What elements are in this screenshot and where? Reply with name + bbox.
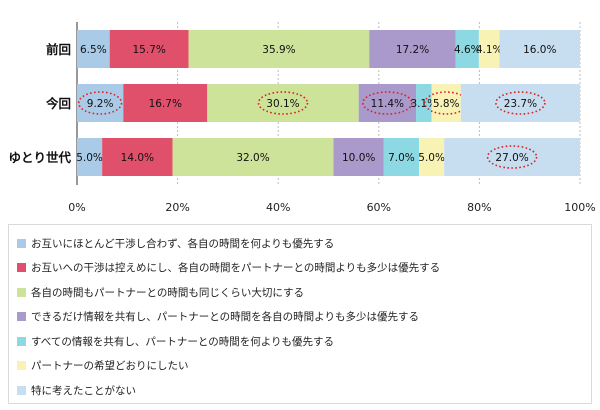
legend: お互いにほとんど干渉し合わず、各自の時間を何よりも優先するお互いへの干渉は控えめ… (8, 224, 592, 404)
bar-segment (109, 30, 189, 68)
legend-swatch (17, 361, 26, 371)
bar-segment (369, 30, 456, 68)
category-label: ゆとり世代 (8, 150, 71, 165)
bar-segment (172, 138, 334, 176)
legend-label: お互いにほとんど干渉し合わず、各自の時間を何よりも優先する (31, 237, 335, 250)
legend-item: 各自の時間もパートナーとの時間も同じくらい大切にする (17, 280, 583, 305)
bar-segment (123, 84, 208, 122)
highlight-ring (77, 91, 123, 115)
bar-segment (460, 84, 580, 122)
data-label: 17.2% (396, 44, 429, 56)
bar-segment (431, 84, 461, 122)
data-label: 9.2% (87, 98, 114, 110)
bar-segment (333, 138, 384, 176)
highlight-ring (495, 91, 546, 115)
legend-label: できるだけ情報を共有し、パートナーとの時間を各自の時間よりも多少は優先する (31, 311, 419, 324)
x-tick-label: 40% (266, 201, 290, 214)
legend-swatch (17, 238, 26, 248)
highlight-ring (257, 91, 309, 115)
data-label: 7.0% (388, 152, 415, 164)
category-label: 今回 (45, 96, 71, 111)
legend-item: お互いにほとんど干渉し合わず、各自の時間を何よりも優先する (17, 231, 583, 256)
data-label: 14.0% (121, 152, 154, 164)
legend-item: パートナーの希望どおりにしたい (17, 354, 583, 379)
bar-segment (499, 30, 580, 68)
bar-segment (416, 84, 432, 122)
bar-segment (455, 30, 479, 68)
data-label: 15.7% (133, 44, 166, 56)
data-label: 35.9% (262, 44, 295, 56)
highlight-ring (486, 145, 538, 169)
legend-swatch (17, 287, 26, 297)
data-label: 16.0% (523, 44, 556, 56)
x-tick-label: 0% (68, 201, 85, 214)
legend-label: すべての情報を共有し、パートナーとの時間を何よりも優先する (31, 335, 335, 348)
data-label: 32.0% (236, 152, 269, 164)
legend-item: できるだけ情報を共有し、パートナーとの時間を各自の時間よりも多少は優先する (17, 305, 583, 330)
bar-segment (102, 138, 173, 176)
category-label: 前回 (46, 42, 71, 57)
legend-label: 各自の時間もパートナーとの時間も同じくらい大切にする (31, 286, 304, 299)
data-label: 11.4% (371, 98, 404, 110)
data-label: 5.0% (76, 152, 103, 164)
bar-segment (478, 30, 500, 68)
legend-item: お互いへの干渉は控えめにし、各自の時間をパートナーとの時間よりも多少は優先する (17, 256, 583, 281)
data-label: 16.7% (149, 98, 182, 110)
data-label: 6.5% (80, 44, 107, 56)
legend-label: 特に考えたことがない (31, 384, 136, 397)
data-label: 5.8% (433, 98, 460, 110)
data-label: 30.1% (266, 98, 299, 110)
legend-item: すべての情報を共有し、パートナーとの時間を何よりも優先する (17, 329, 583, 354)
bar-segment (188, 30, 370, 68)
data-label: 3.1% (410, 98, 437, 110)
highlight-ring (362, 91, 413, 115)
bar-segment (358, 84, 417, 122)
data-label: 4.6% (454, 44, 481, 56)
bar-segment (77, 30, 110, 68)
data-label: 5.0% (418, 152, 445, 164)
legend-swatch (17, 263, 26, 273)
data-label: 10.0% (342, 152, 375, 164)
data-label: 4.1% (476, 44, 503, 56)
legend-swatch (17, 312, 26, 322)
legend-item: 特に考えたことがない (17, 378, 583, 403)
legend-label: お互いへの干渉は控えめにし、各自の時間をパートナーとの時間よりも多少は優先する (31, 262, 441, 275)
x-tick-label: 80% (467, 201, 491, 214)
bar-segment (77, 84, 124, 122)
x-tick-label: 20% (165, 201, 189, 214)
data-label: 27.0% (495, 152, 528, 164)
legend-swatch (17, 385, 26, 395)
bar-segment (444, 138, 580, 176)
bar-segment (207, 84, 359, 122)
legend-label: パートナーの希望どおりにしたい (31, 360, 189, 373)
data-label: 23.7% (504, 98, 537, 110)
bar-segment (77, 138, 103, 176)
x-tick-label: 100% (564, 201, 595, 214)
bar-segment (419, 138, 445, 176)
bar-segment (383, 138, 420, 176)
stacked-bar-chart: 0% 20% 40% 60% 80% 100% 前回 6.5% 15.7% 35.9% 17.2% 4… (8, 22, 596, 214)
legend-swatch (17, 336, 26, 346)
x-tick-label: 60% (367, 201, 391, 214)
